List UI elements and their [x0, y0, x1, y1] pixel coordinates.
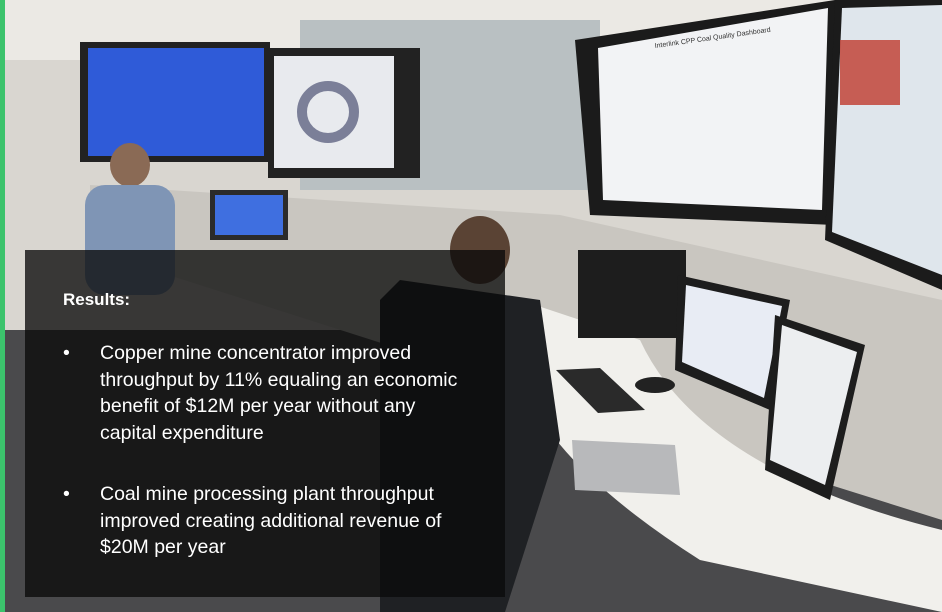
chart-graphic [840, 40, 900, 105]
person [110, 143, 150, 187]
results-title: Results: [63, 290, 131, 309]
desktop-screen [770, 325, 857, 485]
accent-stripe [0, 0, 5, 612]
results-panel: Results: Copper mine concentrator improv… [25, 250, 505, 597]
desktop-monitor [578, 250, 686, 338]
large-screen [598, 8, 828, 210]
speaker [635, 377, 675, 393]
result-bullet: Copper mine concentrator improved throug… [63, 340, 475, 446]
desk [513, 300, 942, 612]
desktop-screen [682, 285, 782, 398]
desktop-screen [215, 195, 283, 235]
results-list: Copper mine concentrator improved throug… [63, 340, 485, 561]
result-bullet: Coal mine processing plant throughput im… [63, 481, 475, 561]
keyboard [556, 368, 645, 413]
monitor-screen [88, 48, 264, 156]
donut-graphic [297, 81, 359, 143]
laptop [572, 440, 680, 495]
monitor-screen [274, 56, 394, 168]
